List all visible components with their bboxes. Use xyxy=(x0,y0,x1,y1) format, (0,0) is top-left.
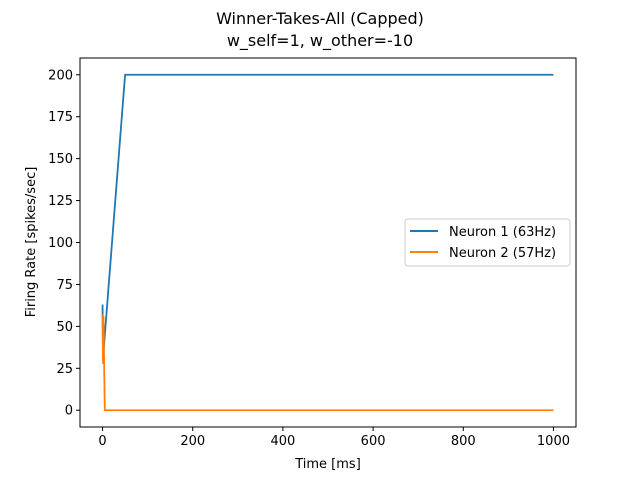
chart-title-line-1: Winner-Takes-All (Capped) xyxy=(216,9,424,28)
y-tick-label: 100 xyxy=(48,236,73,251)
x-tick-label: 400 xyxy=(270,434,295,449)
series-line-neuron-1 xyxy=(101,73,554,360)
y-ticks: 0 25 50 75 100 125 150 175 200 xyxy=(48,68,80,419)
x-axis-label: Time [ms] xyxy=(294,457,361,472)
y-tick-label: 150 xyxy=(48,152,73,167)
legend-box xyxy=(404,218,571,267)
y-tick-label: 200 xyxy=(48,68,73,83)
x-tick-label: 200 xyxy=(180,434,205,449)
y-tick-label: 175 xyxy=(48,110,73,125)
series-line-neuron-2 xyxy=(101,314,554,412)
y-tick-label: 125 xyxy=(48,194,73,209)
chart-title-line-2: w_self=1, w_other=-10 xyxy=(227,31,413,51)
legend-label-neuron-1: Neuron 1 (63Hz) xyxy=(449,225,556,240)
legend-label-neuron-2: Neuron 2 (57Hz) xyxy=(449,246,556,261)
y-axis-label: Firing Rate [spikes/sec] xyxy=(24,167,39,318)
x-tick-label: 0 xyxy=(98,434,106,449)
y-tick-label: 50 xyxy=(56,320,73,335)
legend: Neuron 1 (63Hz) Neuron 2 (57Hz) xyxy=(404,218,571,267)
x-ticks: 0 200 400 600 800 1000 xyxy=(98,427,570,449)
x-tick-label: 1000 xyxy=(537,434,570,449)
y-tick-label: 0 xyxy=(65,404,73,419)
series-layer xyxy=(101,73,554,412)
y-tick-label: 25 xyxy=(56,362,73,377)
x-tick-label: 600 xyxy=(361,434,386,449)
x-tick-label: 800 xyxy=(451,434,476,449)
y-tick-label: 75 xyxy=(56,278,73,293)
